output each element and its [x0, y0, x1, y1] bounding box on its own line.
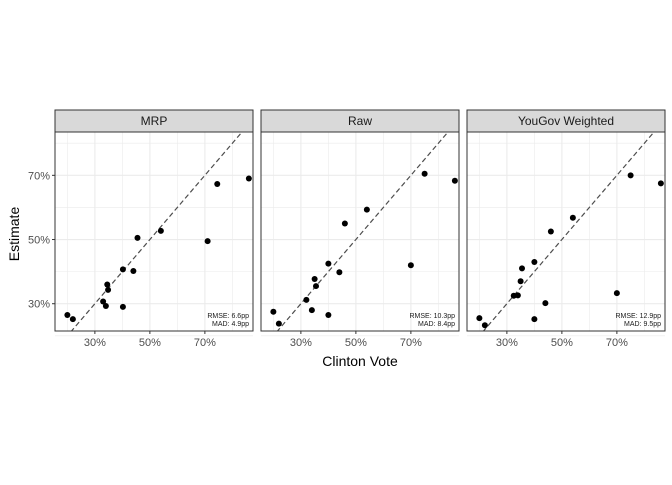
- x-axis-title: Clinton Vote: [322, 353, 398, 369]
- y-tick-label: 70%: [28, 170, 50, 182]
- data-point: [421, 170, 428, 177]
- data-point: [325, 311, 332, 318]
- data-point: [569, 214, 576, 221]
- data-point: [157, 227, 164, 234]
- y-axis-title: Estimate: [6, 207, 22, 262]
- data-point: [104, 281, 111, 288]
- data-point: [517, 278, 524, 285]
- data-point: [119, 266, 126, 273]
- data-point: [547, 228, 554, 235]
- data-point: [613, 290, 620, 297]
- data-point: [657, 180, 664, 187]
- data-point: [105, 286, 112, 293]
- data-point: [204, 238, 211, 245]
- data-point: [481, 322, 488, 329]
- y-tick-label: 30%: [28, 299, 50, 311]
- panel-border: [466, 131, 666, 332]
- y-tick-label: 50%: [28, 235, 50, 247]
- x-tick-label: 70%: [606, 337, 628, 349]
- data-point: [313, 283, 319, 290]
- x-tick-label: 70%: [400, 337, 422, 349]
- data-point: [451, 177, 458, 184]
- data-point: [531, 316, 538, 323]
- data-point: [336, 269, 343, 276]
- data-point: [363, 206, 370, 213]
- data-point: [214, 180, 221, 187]
- data-point: [627, 172, 634, 179]
- data-point: [311, 276, 318, 283]
- data-point: [407, 262, 414, 269]
- panel-background: [261, 132, 459, 331]
- reference-line-y-equals-x: [482, 132, 655, 331]
- strip-label: MRP: [141, 114, 168, 128]
- x-tick-label: 30%: [496, 337, 518, 349]
- panel-background: [55, 132, 253, 331]
- data-point: [64, 311, 71, 318]
- data-point: [270, 308, 277, 315]
- mad-annotation: MAD: 8.4pp: [418, 321, 455, 328]
- data-point: [308, 307, 315, 314]
- reference-line-y-equals-x: [276, 132, 449, 331]
- rmse-annotation: RMSE: 6.6pp: [207, 313, 249, 320]
- panel-background: [467, 132, 665, 331]
- rmse-annotation: RMSE: 10.3pp: [409, 313, 455, 320]
- x-tick-label: 30%: [84, 337, 106, 349]
- strip-label: Raw: [348, 114, 372, 128]
- data-point: [303, 296, 310, 303]
- x-tick-label: 50%: [345, 337, 367, 349]
- data-point: [275, 320, 282, 327]
- data-point: [245, 175, 252, 182]
- data-point: [531, 258, 538, 265]
- panel-border: [54, 131, 254, 332]
- x-tick-label: 70%: [194, 337, 216, 349]
- data-point: [514, 292, 521, 299]
- strip-label: YouGov Weighted: [518, 114, 614, 128]
- data-point: [102, 302, 109, 309]
- x-tick-label: 30%: [290, 337, 312, 349]
- rmse-annotation: RMSE: 12.9pp: [615, 313, 661, 320]
- x-tick-label: 50%: [551, 337, 573, 349]
- x-tick-label: 50%: [139, 337, 161, 349]
- mad-annotation: MAD: 4.9pp: [212, 321, 249, 328]
- data-point: [130, 267, 137, 274]
- data-point: [100, 298, 107, 305]
- data-point: [119, 303, 126, 310]
- data-point: [542, 300, 549, 307]
- mad-annotation: MAD: 9.5pp: [624, 321, 661, 328]
- data-point: [476, 315, 483, 322]
- data-point: [341, 220, 348, 227]
- data-point: [325, 260, 332, 267]
- panel-border: [260, 131, 460, 332]
- reference-line-y-equals-x: [70, 132, 243, 331]
- data-point: [519, 265, 525, 272]
- data-point: [134, 234, 141, 241]
- data-point: [69, 316, 76, 323]
